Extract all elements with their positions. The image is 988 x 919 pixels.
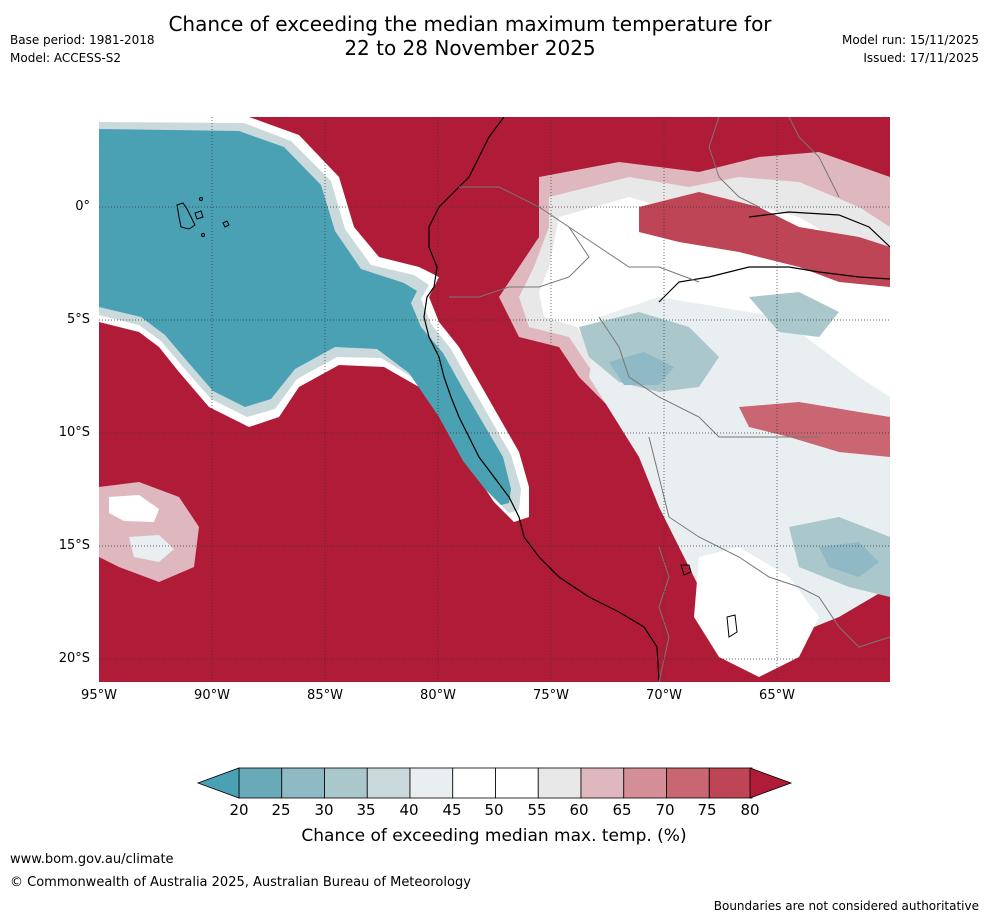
lon-label-90w: 90°W <box>194 688 230 703</box>
colorbar-tick-50: 50 <box>484 801 504 819</box>
meta-left: Base period: 1981-2018 Model: ACCESS-S2 <box>10 31 155 67</box>
colorbar-tick-55: 55 <box>527 801 547 819</box>
lon-label-65w: 65°W <box>759 688 795 703</box>
colorbar-tick-80: 80 <box>740 801 760 819</box>
colorbar-tick-30: 30 <box>314 801 334 819</box>
lat-label-10s: 10°S <box>58 425 90 440</box>
colorbar-tick-45: 45 <box>442 801 462 819</box>
website-link[interactable]: www.bom.gov.au/climate <box>10 852 174 867</box>
pacific-tongue-blue <box>99 129 511 505</box>
colorbar-segment <box>324 767 368 799</box>
lat-label-15s: 15°S <box>58 538 90 553</box>
north-band-70 <box>739 402 890 457</box>
colorbar-segment <box>580 767 625 799</box>
colorbar-left-extension <box>196 767 240 799</box>
forecast-map-svg <box>99 117 890 682</box>
colorbar-tick-40: 40 <box>399 801 419 819</box>
lat-label-5s: 5°S <box>66 312 90 327</box>
colorbar-segment <box>452 767 496 799</box>
lon-label-80w: 80°W <box>420 688 456 703</box>
colorbar-segment <box>708 767 753 799</box>
meta-right: Model run: 15/11/2025 Issued: 17/11/2025 <box>842 31 979 67</box>
lat-label-20s: 20°S <box>58 651 90 666</box>
lon-label-70w: 70°W <box>646 688 682 703</box>
base-period-text: Base period: 1981-2018 <box>10 33 155 47</box>
model-run-text: Model run: 15/11/2025 <box>841 33 979 47</box>
map-panel <box>99 117 890 682</box>
copyright-text: © Commonwealth of Australia 2025, Austra… <box>10 875 471 890</box>
colorbar-title: Chance of exceeding median max. temp. (%… <box>301 826 687 846</box>
colorbar-segment <box>409 767 454 799</box>
colorbar-segment <box>366 767 411 799</box>
issued-text: Issued: 17/11/2025 <box>863 51 979 65</box>
interior-band-35 <box>579 312 719 392</box>
colorbar-tick-65: 65 <box>612 801 632 819</box>
colorbar-segment <box>537 767 582 799</box>
lon-label-95w: 95°W <box>81 688 117 703</box>
interior-band-50b <box>694 547 819 677</box>
gridlines <box>99 117 890 682</box>
galapagos-islands <box>176 197 230 237</box>
southwest-patch-inner2 <box>129 535 174 562</box>
colorbar-segment <box>281 767 325 799</box>
lat-label-0: 0° <box>75 199 90 214</box>
model-text: Model: ACCESS-S2 <box>10 51 122 65</box>
colorbar-tick-35: 35 <box>356 801 376 819</box>
colorbar <box>196 767 793 799</box>
colorbar-segment <box>666 767 710 799</box>
colorbar-tick-75: 75 <box>697 801 717 819</box>
lakes <box>680 564 738 638</box>
lon-label-75w: 75°W <box>533 688 569 703</box>
colorbar-tick-70: 70 <box>655 801 675 819</box>
coastline <box>423 117 660 682</box>
southwest-patch-inner <box>109 495 159 522</box>
colorbar-tick-20: 20 <box>229 801 249 819</box>
map-title-line-1: Chance of exceeding the median maximum t… <box>168 12 772 36</box>
lon-label-85w: 85°W <box>307 688 343 703</box>
map-title-line-2: 22 to 28 November 2025 <box>344 36 596 60</box>
coastline-north <box>748 211 890 248</box>
country-borders <box>449 117 890 682</box>
north-band-75 <box>639 192 890 287</box>
disclaimer-text: Boundaries are not considered authoritat… <box>713 899 979 913</box>
colorbar-tick-60: 60 <box>569 801 589 819</box>
colorbar-right-extension <box>749 767 793 799</box>
colorbar-tick-25: 25 <box>271 801 291 819</box>
colorbar-segment <box>495 767 539 799</box>
colorbar-segment <box>623 767 667 799</box>
interior-band-30 <box>609 352 674 385</box>
coastline-amazon <box>658 266 890 303</box>
interior-band-30b <box>819 542 879 577</box>
colorbar-segment <box>238 767 283 799</box>
map-title: Chance of exceeding the median maximum t… <box>150 12 790 60</box>
interior-band-35b <box>749 292 839 337</box>
